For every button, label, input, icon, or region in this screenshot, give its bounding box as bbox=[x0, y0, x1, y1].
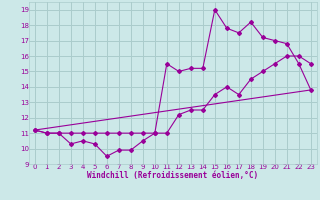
X-axis label: Windchill (Refroidissement éolien,°C): Windchill (Refroidissement éolien,°C) bbox=[87, 171, 258, 180]
